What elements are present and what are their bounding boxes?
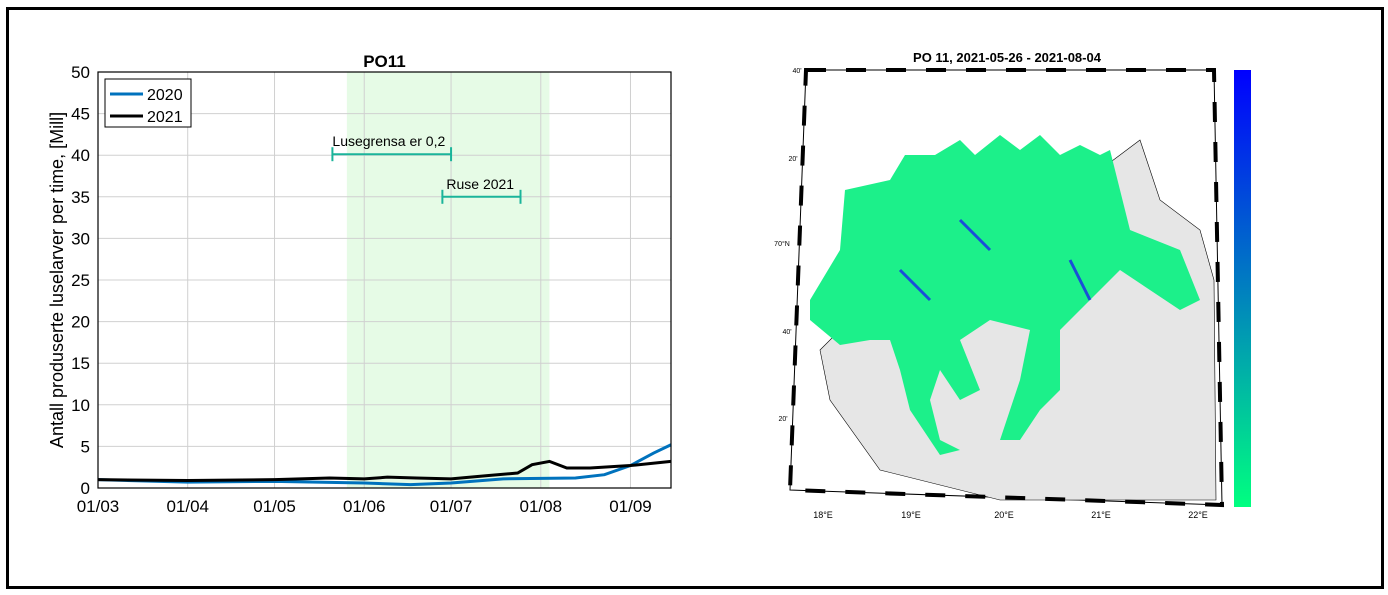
latitude-label: 40': [782, 329, 791, 336]
longitude-label: 22°E: [1188, 510, 1208, 520]
y-tick-label: 30: [71, 229, 90, 248]
legend-box: [104, 78, 192, 128]
latitude-label: 20': [778, 416, 787, 423]
y-tick-label: 10: [71, 396, 90, 415]
annotation-label: Ruse 2021: [446, 176, 514, 192]
y-tick-label: 20: [71, 313, 90, 332]
y-tick-label: 0: [81, 479, 90, 498]
plot-border: [97, 71, 672, 489]
latitude-label: 20': [788, 156, 797, 163]
high-concentration-areas: [898, 218, 1092, 302]
x-tick-label: 01/06: [343, 497, 386, 516]
map-title: PO 11, 2021-05-26 - 2021-08-04: [913, 50, 1102, 65]
chart-title: PO11: [363, 52, 406, 71]
latitude-label: 70°N: [774, 240, 790, 248]
y-tick-label: 40: [71, 146, 90, 165]
series-line-2021: [97, 459, 672, 483]
latitude-label: 40': [792, 68, 801, 75]
colorbar: [1234, 70, 1251, 507]
x-tick-label: 01/05: [253, 497, 296, 516]
series-line-2020: [97, 443, 672, 487]
sea-concentration-field: [810, 135, 1200, 455]
y-axis-label: Antall produserte luselarver per time, […: [47, 112, 67, 448]
legend-label: 2020: [147, 87, 183, 104]
map-border: [787, 68, 1225, 508]
longitude-label: 19°E: [901, 510, 921, 520]
x-tick-label: 01/03: [77, 497, 120, 516]
y-tick-label: 50: [71, 63, 90, 82]
x-tick-label: 01/04: [166, 497, 209, 516]
map-panel: PO 11, 2021-05-26 - 2021-08-04 40' 20' 70°…: [774, 50, 1251, 520]
annotation-label: Lusegrensa er 0,2: [332, 133, 445, 149]
x-tick-label: 01/09: [609, 497, 652, 516]
longitude-label: 18°E: [813, 510, 833, 520]
y-tick-label: 15: [71, 354, 90, 373]
legend-label: 2021: [147, 109, 183, 126]
legend: 2020 2021: [104, 78, 192, 128]
longitude-label: 21°E: [1091, 510, 1111, 520]
line-chart: 0 5 10 15 20 25 30 35 40 45 50 01/03 01/04 01/05 01/06…: [47, 52, 672, 516]
longitude-label: 20°E: [994, 510, 1014, 520]
x-tick-label: 01/08: [519, 497, 562, 516]
y-tick-label: 35: [71, 188, 90, 207]
y-tick-label: 5: [81, 437, 90, 456]
y-tick-label: 25: [71, 271, 90, 290]
x-tick-label: 01/07: [430, 497, 473, 516]
y-tick-label: 45: [71, 105, 90, 124]
